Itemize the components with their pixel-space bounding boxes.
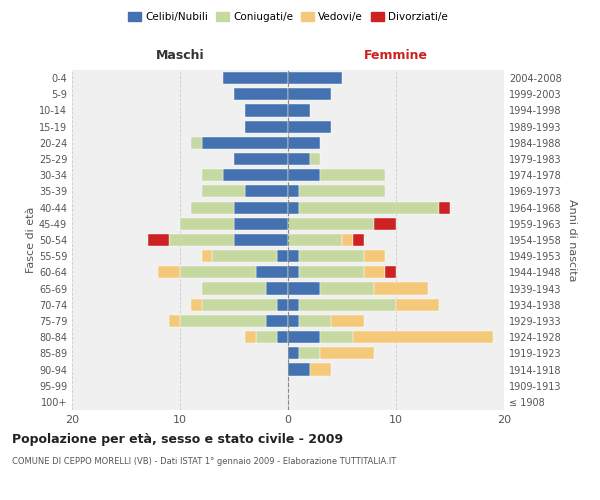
- Bar: [331, 315, 364, 327]
- Text: Maschi: Maschi: [155, 50, 205, 62]
- Bar: [299, 348, 320, 360]
- Bar: [191, 298, 202, 311]
- Bar: [288, 88, 331, 101]
- Bar: [288, 315, 299, 327]
- Bar: [277, 298, 288, 311]
- Bar: [169, 234, 234, 246]
- Bar: [266, 282, 288, 294]
- Bar: [353, 331, 493, 343]
- Bar: [374, 282, 428, 294]
- Bar: [299, 315, 331, 327]
- Bar: [223, 72, 288, 84]
- Bar: [288, 137, 320, 149]
- Bar: [245, 104, 288, 117]
- Bar: [288, 234, 342, 246]
- Bar: [288, 298, 299, 311]
- Bar: [202, 298, 277, 311]
- Bar: [439, 202, 450, 213]
- Bar: [342, 234, 353, 246]
- Bar: [245, 331, 256, 343]
- Bar: [223, 169, 288, 181]
- Bar: [277, 331, 288, 343]
- Bar: [310, 364, 331, 376]
- Bar: [288, 266, 299, 278]
- Bar: [212, 250, 277, 262]
- Bar: [234, 202, 288, 213]
- Bar: [288, 348, 299, 360]
- Bar: [202, 282, 266, 294]
- Bar: [234, 218, 288, 230]
- Bar: [299, 266, 364, 278]
- Bar: [202, 186, 245, 198]
- Bar: [180, 266, 256, 278]
- Y-axis label: Fasce di età: Fasce di età: [26, 207, 36, 273]
- Y-axis label: Anni di nascita: Anni di nascita: [567, 198, 577, 281]
- Bar: [202, 169, 223, 181]
- Bar: [396, 298, 439, 311]
- Bar: [277, 250, 288, 262]
- Bar: [320, 331, 353, 343]
- Bar: [191, 202, 234, 213]
- Bar: [288, 104, 310, 117]
- Bar: [234, 234, 288, 246]
- Bar: [234, 88, 288, 101]
- Bar: [320, 348, 374, 360]
- Bar: [288, 72, 342, 84]
- Bar: [245, 120, 288, 132]
- Bar: [288, 218, 374, 230]
- Bar: [320, 282, 374, 294]
- Bar: [288, 331, 320, 343]
- Bar: [353, 234, 364, 246]
- Bar: [288, 186, 299, 198]
- Legend: Celibi/Nubili, Coniugati/e, Vedovi/e, Divorziati/e: Celibi/Nubili, Coniugati/e, Vedovi/e, Di…: [124, 8, 452, 26]
- Bar: [288, 364, 310, 376]
- Bar: [288, 153, 310, 165]
- Bar: [256, 266, 288, 278]
- Bar: [158, 266, 180, 278]
- Bar: [288, 169, 320, 181]
- Bar: [364, 250, 385, 262]
- Bar: [288, 202, 299, 213]
- Bar: [202, 250, 212, 262]
- Bar: [169, 315, 180, 327]
- Bar: [299, 202, 439, 213]
- Bar: [374, 218, 396, 230]
- Bar: [148, 234, 169, 246]
- Bar: [299, 250, 364, 262]
- Bar: [299, 186, 385, 198]
- Text: Femmine: Femmine: [364, 50, 428, 62]
- Bar: [180, 218, 234, 230]
- Bar: [310, 153, 320, 165]
- Bar: [299, 298, 396, 311]
- Bar: [202, 137, 288, 149]
- Bar: [364, 266, 385, 278]
- Text: Popolazione per età, sesso e stato civile - 2009: Popolazione per età, sesso e stato civil…: [12, 432, 343, 446]
- Bar: [288, 250, 299, 262]
- Bar: [245, 186, 288, 198]
- Bar: [234, 153, 288, 165]
- Bar: [256, 331, 277, 343]
- Bar: [320, 169, 385, 181]
- Text: COMUNE DI CEPPO MORELLI (VB) - Dati ISTAT 1° gennaio 2009 - Elaborazione TUTTITA: COMUNE DI CEPPO MORELLI (VB) - Dati ISTA…: [12, 458, 396, 466]
- Bar: [191, 137, 202, 149]
- Bar: [266, 315, 288, 327]
- Bar: [288, 282, 320, 294]
- Bar: [288, 120, 331, 132]
- Bar: [385, 266, 396, 278]
- Bar: [180, 315, 266, 327]
